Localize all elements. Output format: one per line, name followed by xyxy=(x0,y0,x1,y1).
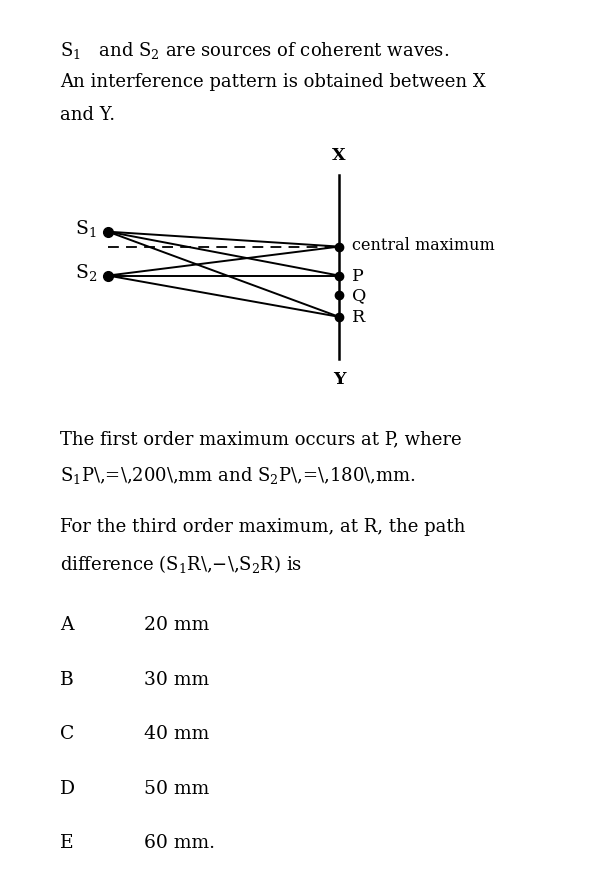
Text: The first order maximum occurs at P, where: The first order maximum occurs at P, whe… xyxy=(60,430,461,448)
Text: and Y.: and Y. xyxy=(60,106,115,125)
Text: Y: Y xyxy=(333,371,345,388)
Text: 40 mm: 40 mm xyxy=(144,724,209,743)
Text: P: P xyxy=(352,267,364,285)
Text: R: R xyxy=(352,309,365,326)
Text: difference ($\mathregular{S_1}$R\,$-$\,$\mathregular{S_2}$R) is: difference ($\mathregular{S_1}$R\,$-$\,$… xyxy=(60,553,302,574)
Text: and $\mathregular{S_2}$ are sources of coherent waves.: and $\mathregular{S_2}$ are sources of c… xyxy=(93,39,449,61)
Text: central maximum: central maximum xyxy=(352,237,495,254)
Text: A: A xyxy=(60,616,74,634)
Text: 60 mm.: 60 mm. xyxy=(144,833,215,852)
Text: D: D xyxy=(60,779,75,797)
Text: X: X xyxy=(332,147,346,164)
Text: An interference pattern is obtained between X: An interference pattern is obtained betw… xyxy=(60,73,486,91)
Text: $\mathregular{S_1}$P\,=\,200\,mm and $\mathregular{S_2}$P\,=\,180\,mm.: $\mathregular{S_1}$P\,=\,200\,mm and $\m… xyxy=(60,465,416,486)
Text: 50 mm: 50 mm xyxy=(144,779,209,797)
Text: For the third order maximum, at R, the path: For the third order maximum, at R, the p… xyxy=(60,517,466,536)
Text: Q: Q xyxy=(352,287,367,304)
Text: E: E xyxy=(60,833,74,852)
Text: C: C xyxy=(60,724,74,743)
Text: $\mathregular{S_1}$: $\mathregular{S_1}$ xyxy=(75,217,97,239)
Text: 20 mm: 20 mm xyxy=(144,616,209,634)
Text: $\mathregular{S_1}$: $\mathregular{S_1}$ xyxy=(60,39,81,61)
Text: B: B xyxy=(60,670,74,688)
Text: 30 mm: 30 mm xyxy=(144,670,209,688)
Text: $\mathregular{S_2}$: $\mathregular{S_2}$ xyxy=(75,261,97,282)
